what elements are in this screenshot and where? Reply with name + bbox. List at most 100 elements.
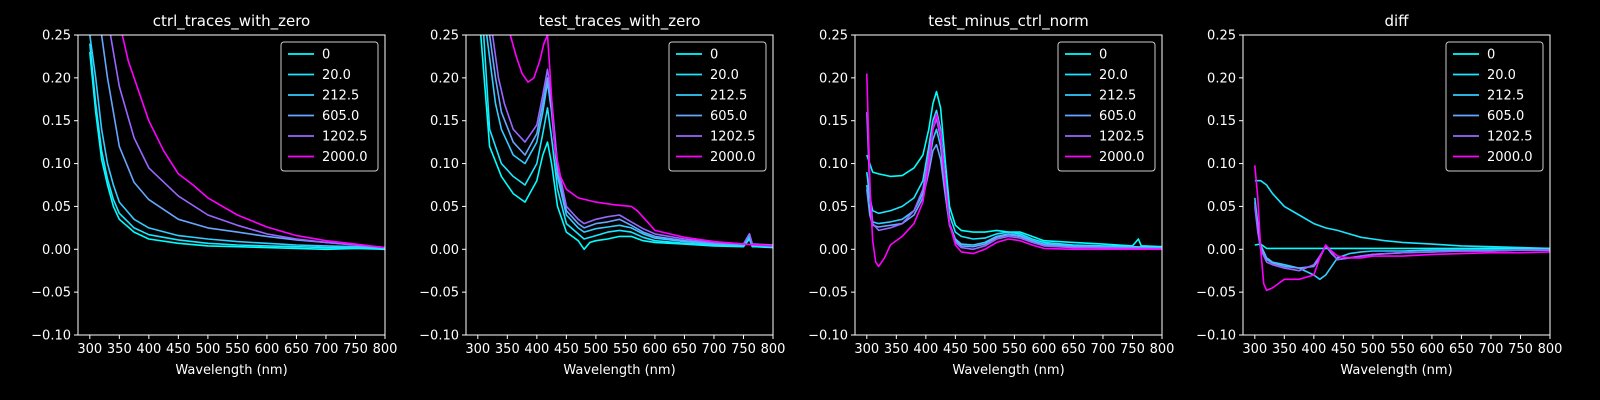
x-tick-label-0-2: 400	[136, 342, 161, 357]
legend-label-1-0: 0	[710, 48, 718, 63]
legend-label-2-4: 1202.5	[1099, 130, 1145, 145]
y-tick-label-0-4: 0.10	[42, 157, 71, 172]
series-line-0-1	[89, 43, 385, 250]
x-tick-label-0-4: 500	[195, 342, 220, 357]
legend-label-1-5: 2000.0	[710, 150, 756, 165]
chart-panel-3: 300 350 400 450 500 550 600 650 700 750 800 −0.10 −0…	[1196, 12, 1562, 378]
x-tick-label-2-10: 800	[1150, 342, 1175, 357]
x-tick-label-1-7: 650	[672, 342, 697, 357]
chart-panel-1: 300 350 400 450 500 550 600 650 700 750 800 −0.10 −0…	[419, 12, 785, 378]
y-tick-label-3-6: 0.20	[1207, 71, 1236, 86]
chart-panel-2: 300 350 400 450 500 550 600 650 700 750 800 −0.10 −0…	[808, 12, 1174, 378]
series-line-3-3	[1254, 202, 1550, 269]
x-tick-label-2-6: 600	[1032, 342, 1057, 357]
y-tick-label-1-2: 0.00	[430, 243, 459, 258]
series-group-2	[866, 73, 1162, 268]
y-tick-label-3-2: 0.00	[1207, 243, 1236, 258]
y-tick-label-2-1: −0.05	[808, 286, 848, 301]
y-tick-label-0-6: 0.20	[42, 71, 71, 86]
series-line-1-1	[482, 35, 773, 248]
y-tick-label-3-0: −0.10	[1196, 329, 1236, 344]
x-tick-label-1-10: 800	[761, 342, 786, 357]
x-tick-label-1-1: 350	[495, 342, 520, 357]
chart-title-0: ctrl_traces_with_zero	[153, 12, 310, 31]
x-axis-label-0: Wavelength (nm)	[175, 363, 287, 378]
x-tick-label-2-5: 550	[1002, 342, 1027, 357]
legend-label-3-2: 212.5	[1487, 89, 1524, 104]
chart-title-1: test_traces_with_zero	[539, 12, 701, 31]
y-tick-label-3-3: 0.05	[1207, 200, 1236, 215]
legend-label-2-2: 212.5	[1099, 89, 1136, 104]
x-tick-label-3-7: 650	[1449, 342, 1474, 357]
x-axis-label-3: Wavelength (nm)	[1340, 363, 1452, 378]
axis-frame-1	[465, 34, 774, 336]
x-tick-label-0-9: 750	[343, 342, 368, 357]
x-tick-label-2-3: 450	[943, 342, 968, 357]
x-axis-label-2: Wavelength (nm)	[952, 363, 1064, 378]
series-line-0-4	[109, 35, 385, 249]
y-tick-label-0-0: −0.10	[31, 329, 71, 344]
x-tick-label-0-7: 650	[284, 342, 309, 357]
series-line-0-2	[89, 35, 385, 249]
y-tick-label-0-7: 0.25	[42, 29, 71, 44]
legend-label-2-0: 0	[1099, 48, 1107, 63]
x-tick-label-2-7: 650	[1061, 342, 1086, 357]
series-group-3	[1254, 165, 1550, 292]
x-tick-label-0-10: 800	[373, 342, 398, 357]
x-tick-label-3-6: 600	[1420, 342, 1445, 357]
y-tick-label-1-1: −0.05	[419, 286, 459, 301]
y-tick-label-1-3: 0.05	[430, 200, 459, 215]
x-tick-label-1-0: 300	[465, 342, 490, 357]
x-tick-label-3-4: 500	[1360, 342, 1385, 357]
x-tick-label-2-2: 400	[913, 342, 938, 357]
x-tick-label-0-6: 600	[255, 342, 280, 357]
y-tick-label-2-7: 0.25	[819, 29, 848, 44]
legend-label-2-5: 2000.0	[1099, 150, 1145, 165]
series-line-0-0	[89, 52, 385, 251]
chart-title-2: test_minus_ctrl_norm	[928, 12, 1089, 31]
x-tick-label-1-8: 700	[702, 342, 727, 357]
x-tick-label-3-0: 300	[1242, 342, 1267, 357]
x-tick-label-3-2: 400	[1301, 342, 1326, 357]
x-tick-label-1-2: 400	[524, 342, 549, 357]
chart-panel-0: 300 350 400 450 500 550 600 650 700 750 800 −0.10 −0…	[31, 12, 397, 378]
series-line-2-1	[866, 109, 1162, 249]
y-tick-label-3-4: 0.10	[1207, 157, 1236, 172]
axis-frame-3	[1242, 34, 1551, 336]
y-tick-label-2-2: 0.00	[819, 243, 848, 258]
series-group-0	[89, 35, 385, 251]
x-tick-label-1-5: 550	[613, 342, 638, 357]
x-tick-label-3-8: 700	[1479, 342, 1504, 357]
legend-label-0-5: 2000.0	[322, 150, 368, 165]
y-tick-label-2-3: 0.05	[819, 200, 848, 215]
y-tick-label-0-1: −0.05	[31, 286, 71, 301]
x-tick-label-2-9: 750	[1120, 342, 1145, 357]
y-tick-label-2-4: 0.10	[819, 157, 848, 172]
series-group-1	[480, 35, 773, 251]
legend-label-0-3: 605.0	[322, 109, 359, 124]
series-line-3-4	[1254, 206, 1550, 272]
x-tick-label-0-0: 300	[77, 342, 102, 357]
x-tick-label-1-4: 500	[583, 342, 608, 357]
x-tick-label-3-10: 800	[1538, 342, 1563, 357]
series-line-3-2	[1254, 197, 1550, 281]
legend-label-3-3: 605.0	[1487, 109, 1524, 124]
y-tick-label-1-6: 0.20	[430, 71, 459, 86]
x-tick-label-0-5: 550	[225, 342, 250, 357]
series-line-3-0	[1254, 243, 1550, 250]
legend-label-3-5: 2000.0	[1487, 150, 1533, 165]
x-tick-label-2-1: 350	[884, 342, 909, 357]
y-tick-label-3-1: −0.05	[1196, 286, 1236, 301]
series-line-0-5	[121, 35, 385, 249]
legend-label-1-1: 20.0	[710, 68, 739, 83]
legend-label-2-1: 20.0	[1099, 68, 1128, 83]
y-tick-label-0-2: 0.00	[42, 243, 71, 258]
axis-frame-0	[77, 34, 386, 336]
series-line-3-5	[1254, 165, 1550, 292]
x-tick-label-2-8: 700	[1091, 342, 1116, 357]
axis-frame-2	[854, 34, 1163, 336]
chart-title-3: diff	[1384, 12, 1409, 30]
x-axis-label-1: Wavelength (nm)	[563, 363, 675, 378]
x-tick-label-0-8: 700	[314, 342, 339, 357]
